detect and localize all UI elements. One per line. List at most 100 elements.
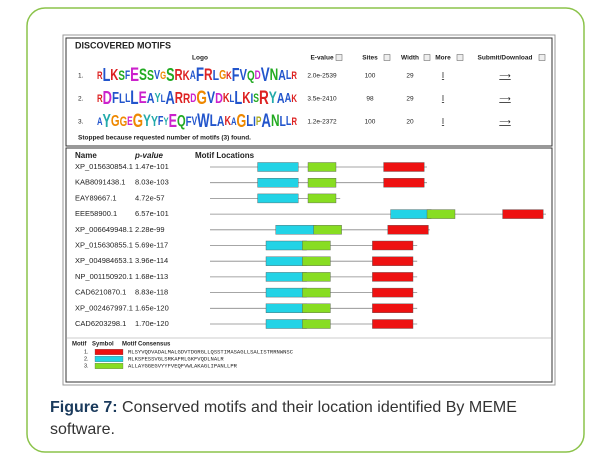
row-index: 3. (78, 119, 84, 126)
motif-site (372, 303, 414, 313)
more-link[interactable]: I (442, 94, 444, 103)
logo-letter: A (278, 67, 286, 84)
motif-site (383, 177, 425, 188)
motif-site (302, 240, 331, 251)
logo-letter: W (197, 111, 210, 132)
help-icon (423, 54, 431, 61)
caption-label: Figure 7: (50, 399, 118, 416)
legend-symbol (94, 349, 124, 355)
motifs-panel (65, 37, 553, 147)
logo-letter: G (219, 67, 226, 82)
motif-logo: RDFLLLEAYLARRDGVDKLLKISRYAAK (97, 88, 297, 109)
motif-site (502, 209, 544, 219)
motif-site (265, 272, 307, 282)
sequence-name: NP_001150920.1 (75, 272, 133, 281)
p-value: 4.72e-57 (135, 193, 165, 202)
logo-letter: S (147, 67, 154, 84)
logo-letter: A (277, 90, 285, 107)
download-link[interactable]: ⟶ (499, 94, 511, 103)
logo-letter: L (286, 67, 292, 82)
table-header: E-value (310, 55, 334, 62)
logo-letter: A (190, 68, 196, 82)
logo-letter: L (234, 88, 242, 108)
logo-letter: E (127, 114, 133, 128)
p-value: 1.68e-113 (135, 272, 168, 281)
table-header: Submit/Download (478, 55, 533, 62)
motif-site (257, 162, 299, 172)
logo-letter: N (270, 65, 279, 84)
legend-index: 1. (84, 349, 89, 355)
logo-letter: L (119, 90, 125, 106)
logo-letter: A (231, 116, 237, 128)
logo-letter: G (133, 111, 143, 132)
sequence-name: XP_002467997.1 (75, 303, 133, 312)
logo-letter: S (253, 91, 259, 105)
locations-header: Motif Locations (195, 151, 255, 160)
logo-letter: L (280, 113, 286, 130)
logo-letter: R (291, 116, 297, 128)
logo-letter: K (291, 93, 297, 105)
motif-site (426, 209, 456, 219)
logo-letter: L (230, 93, 235, 105)
download-link[interactable]: ⟶ (499, 71, 511, 80)
logo-letter: Y (103, 111, 111, 131)
logo-letter: G (160, 70, 166, 82)
table-header: Logo (192, 55, 208, 62)
logo-letter: D (215, 90, 223, 107)
sites: 100 (365, 73, 376, 80)
caption-text: Conserved motifs and their location iden… (50, 399, 517, 438)
motif-site (372, 319, 414, 329)
logo-letter: R (183, 90, 190, 106)
table-header: Sites (362, 55, 378, 62)
logo-letter: Y (151, 113, 158, 130)
motif-logo: RLKSFESSVGSRKAFRLGKFVQDVNALR (97, 65, 297, 86)
motif-site (265, 303, 307, 313)
motif-site (313, 225, 342, 235)
logo-letter: F (196, 65, 204, 86)
logo-letter: S (118, 67, 125, 83)
logo-letter: L (246, 113, 253, 130)
motif-consensus: RLKSFESSVGLSRKAFRLGKFVQDLNALR (128, 355, 224, 362)
logo-letter: Y (143, 111, 151, 130)
logo-letter: E (139, 88, 147, 107)
p-value: 8.83e-118 (135, 288, 168, 297)
locations-header: Name (75, 151, 97, 160)
logo-letter: K (242, 90, 251, 107)
logo-letter: A (285, 90, 292, 105)
motif-site (390, 209, 432, 219)
logo-letter: A (217, 113, 225, 130)
logo-letter: R (204, 65, 213, 84)
sequence-name: XP_015630854.1 (75, 162, 133, 171)
more-link[interactable]: I (442, 71, 444, 80)
sequence-name: XP_004984653.1 (75, 256, 133, 265)
download-link[interactable]: ⟶ (499, 117, 511, 126)
logo-letter: Y (154, 90, 160, 105)
e-value: 1.2e-2372 (307, 119, 337, 126)
logo-letter: Y (163, 116, 169, 128)
motif-site (302, 319, 331, 329)
motif-site (387, 225, 429, 235)
logo-letter: E (169, 111, 177, 131)
p-value: 1.70e-120 (135, 319, 169, 328)
logo-letter: F (232, 65, 240, 85)
sequence-name: XP_015630855.1 (75, 240, 133, 249)
locations-header: p-value (134, 151, 164, 160)
motif-site (275, 225, 317, 235)
motif-site (372, 256, 414, 266)
logo-letter: K (110, 67, 118, 84)
logo-letter: K (226, 70, 232, 82)
logo-letter: I (250, 90, 253, 106)
more-link[interactable]: I (442, 117, 444, 126)
motif-site (265, 319, 307, 329)
legend-header: Motif (72, 342, 87, 348)
logo-letter: R (97, 70, 103, 82)
logo-letter: V (239, 67, 247, 84)
logo-letter: V (192, 114, 198, 128)
motif-site (372, 240, 414, 251)
motif-site (265, 240, 307, 251)
help-icon (383, 54, 391, 61)
logo-letter: L (130, 88, 139, 109)
logo-letter: R (175, 67, 183, 84)
p-value: 3.96e-114 (135, 256, 168, 265)
motif-site (257, 177, 299, 188)
